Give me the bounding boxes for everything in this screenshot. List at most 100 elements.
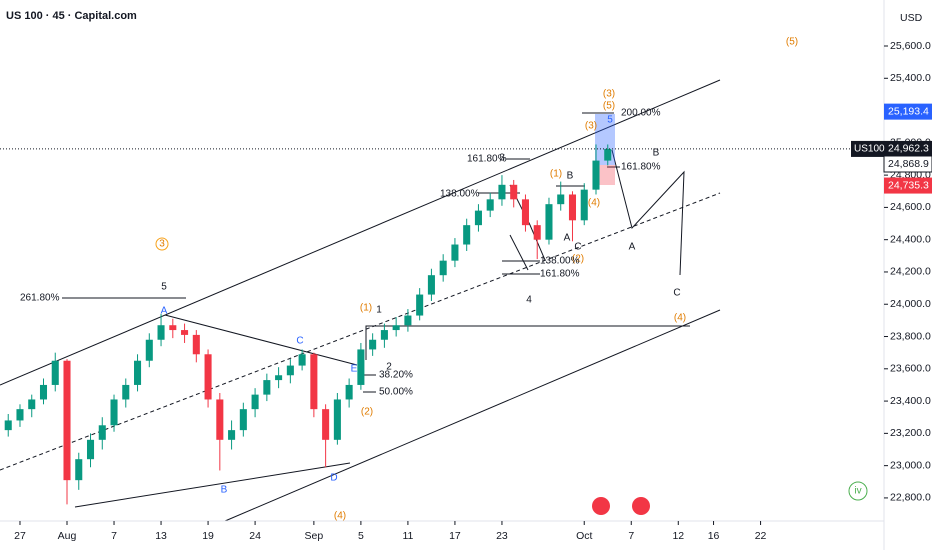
candle-body [251,394,259,410]
channel-middle [0,192,721,471]
y-tick-label: 23,000.0 [890,459,931,471]
candle-body [204,354,212,400]
candle-body [510,184,518,200]
x-tick-label: 13 [155,530,167,542]
candle-body [451,244,459,261]
event-icon[interactable] [592,497,610,515]
x-tick-label: 22 [755,530,767,542]
annotation: D [330,473,337,484]
candle-body [192,334,200,355]
annotation: (2) [361,407,373,418]
annotation: (4) [588,198,600,209]
y-tick-label: 23,400.0 [890,395,931,407]
candle-body [239,409,247,431]
chart-title: US 100 · 45 · Capital.com [6,10,137,22]
price-tag-label: 24,962.3 [888,143,929,155]
annotation: 5 [161,282,167,293]
annotation: 2 [386,362,392,373]
y-tick-label: 22,800.0 [890,492,931,504]
annotation: 200.00% [621,108,661,119]
y-tick-label: 24,600.0 [890,201,931,213]
symbol-tag-label: US100 [854,144,885,155]
x-tick-label: 12 [672,530,684,542]
annotation: 161.80% [540,269,580,280]
price-tag [884,140,932,157]
candle-body [580,189,588,221]
y-tick-label: 23,800.0 [890,330,931,342]
annotation: 161.80% [621,162,661,173]
channel-lower [224,309,721,522]
candle-body [39,384,48,400]
annotation: (3) [603,89,615,100]
x-tick-label: 7 [628,530,634,542]
channel-upper [0,79,721,386]
candle-body [463,225,471,245]
annotation: 38.20% [379,370,413,381]
y-tick-label: 25,400.0 [890,72,931,84]
candle-body [286,365,294,376]
candle-body [134,360,142,385]
annotation: C [673,288,680,299]
price-tag [883,155,932,173]
candle-body [592,160,600,190]
candle-body [16,409,24,421]
level-line [365,325,690,360]
x-tick-label: Sep [305,530,324,542]
candle-body [369,339,377,350]
annotation: 3 [159,239,165,250]
annotation: (1) [550,169,562,180]
event-icon[interactable] [632,497,650,515]
candle-body [345,384,353,400]
wave-circle [848,481,868,501]
candle-body [545,204,553,240]
candle-body [98,425,106,440]
x-tick-label: 27 [14,530,26,542]
x-tick-label: 5 [358,530,364,542]
candle-body [275,375,283,381]
candle-body [310,354,318,410]
annotation: 138.00% [540,256,580,267]
candle-body [122,384,130,400]
candle-body [4,420,12,431]
annotation: 5 [607,115,613,126]
triangle-line [164,314,358,366]
candle-body [474,210,482,226]
candle-body [51,360,59,385]
price-tag [884,103,932,120]
candle-body [110,399,118,426]
annotation: B [221,485,228,496]
candle-body [427,275,435,295]
candle-body [145,339,153,361]
candle-body [28,399,36,410]
annotation: C [574,242,581,253]
candle-body [357,349,365,385]
y-tick-label: 24,200.0 [890,266,931,278]
x-tick-label: 19 [202,530,214,542]
annotation: (5) [786,37,798,48]
price-tag-label: 24,735.3 [888,179,929,191]
annotation: (2) [572,254,584,265]
candle-body [216,399,224,440]
x-tick-label: Aug [58,530,77,542]
currency: USD [900,12,923,24]
x-tick-label: 17 [449,530,461,542]
x-tick-label: 23 [496,530,508,542]
candle-body [380,330,388,340]
candle-body [568,194,577,221]
candle-body [169,325,177,331]
y-tick-label: 25,600.0 [890,40,931,52]
candle-body [557,194,565,205]
annotation: (5) [603,101,615,112]
x-tick-label: 7 [111,530,117,542]
candle-body [439,260,447,276]
candle-body [498,184,506,200]
price-tag-label: 25,193.4 [888,105,929,117]
annotation: E [351,364,358,375]
annotation: 1 [376,305,382,316]
candle-body [604,148,612,161]
wave-circle [155,237,169,251]
candle-body [416,294,424,316]
candle-body [322,409,330,440]
annotation: iv [854,486,861,497]
